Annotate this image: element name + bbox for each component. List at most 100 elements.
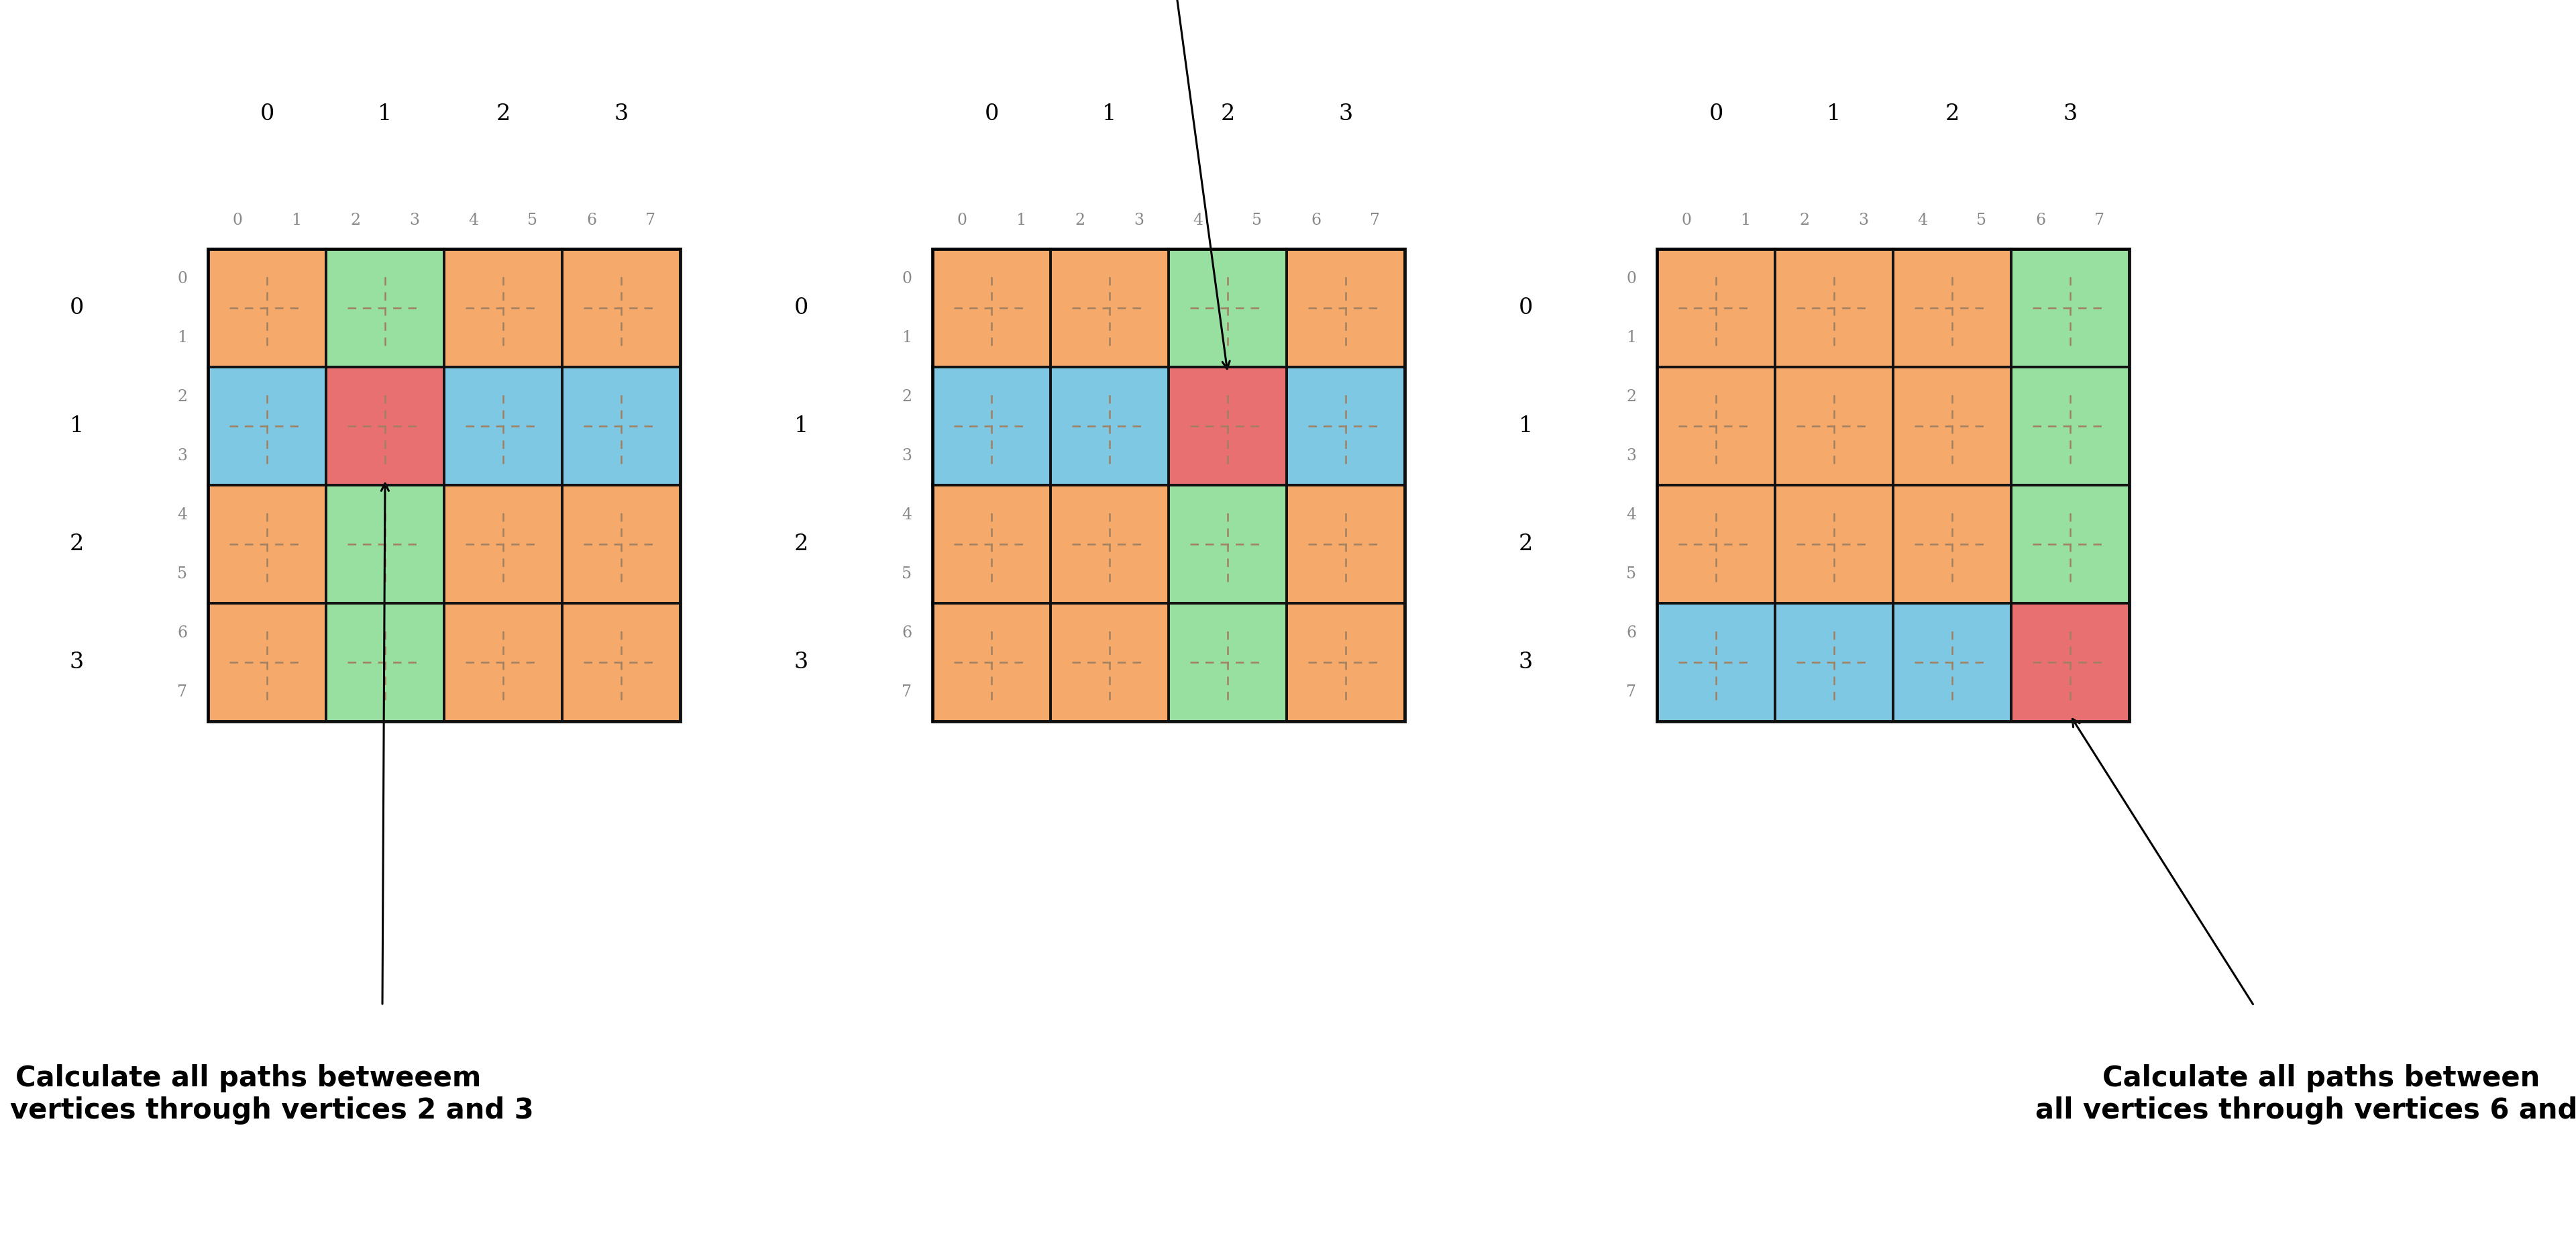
Bar xyxy=(1051,248,1170,368)
Bar xyxy=(1170,486,1285,604)
Bar xyxy=(327,248,443,368)
Bar xyxy=(1893,248,2012,368)
Text: 0: 0 xyxy=(260,103,273,125)
Text: 3: 3 xyxy=(1625,448,1636,463)
Bar xyxy=(562,248,680,368)
Text: Calculate all paths between
all vertices through vertices 6 and 7: Calculate all paths between all vertices… xyxy=(2035,1064,2576,1125)
Text: 2: 2 xyxy=(178,389,188,404)
Text: 5: 5 xyxy=(528,212,538,229)
Bar xyxy=(1656,368,1775,486)
Text: 4: 4 xyxy=(902,507,912,523)
Bar xyxy=(1285,604,1404,722)
Bar xyxy=(1656,248,2130,722)
Text: 3: 3 xyxy=(410,212,420,229)
Text: 2: 2 xyxy=(1625,389,1636,404)
Bar xyxy=(1656,486,1775,604)
Bar xyxy=(1285,248,1404,368)
Text: 1: 1 xyxy=(1015,212,1025,229)
Bar xyxy=(443,248,562,368)
Bar xyxy=(1051,486,1170,604)
Text: 7: 7 xyxy=(902,684,912,699)
Bar xyxy=(443,486,562,604)
Text: 7: 7 xyxy=(2094,212,2105,229)
Text: 5: 5 xyxy=(902,566,912,581)
Text: 2: 2 xyxy=(793,533,809,555)
Text: 2: 2 xyxy=(70,533,85,555)
Text: 2: 2 xyxy=(902,389,912,404)
Bar xyxy=(1170,368,1285,486)
Bar xyxy=(2012,604,2130,722)
Bar xyxy=(209,248,327,368)
Text: 3: 3 xyxy=(178,448,188,463)
Bar xyxy=(209,368,327,486)
Text: 0: 0 xyxy=(70,297,85,319)
Text: 6: 6 xyxy=(902,625,912,641)
Bar xyxy=(209,248,680,722)
Text: 1: 1 xyxy=(1826,103,1842,125)
Bar xyxy=(1775,248,1893,368)
Bar xyxy=(1285,486,1404,604)
Bar xyxy=(2012,486,2130,604)
Bar xyxy=(562,486,680,604)
Text: 5: 5 xyxy=(1252,212,1262,229)
Text: 7: 7 xyxy=(1625,684,1636,699)
Bar xyxy=(933,248,1404,722)
Text: 3: 3 xyxy=(793,652,809,673)
Text: 6: 6 xyxy=(587,212,598,229)
Bar xyxy=(933,248,1051,368)
Text: 6: 6 xyxy=(1625,625,1636,641)
Bar xyxy=(327,368,443,486)
Text: 1: 1 xyxy=(1520,415,1533,437)
Text: 0: 0 xyxy=(1708,103,1723,125)
Text: 3: 3 xyxy=(613,103,629,125)
Text: 1: 1 xyxy=(70,415,85,437)
Bar xyxy=(1051,368,1170,486)
Text: 2: 2 xyxy=(1520,533,1533,555)
Text: 6: 6 xyxy=(1311,212,1321,229)
Bar xyxy=(1656,604,1775,722)
Text: 3: 3 xyxy=(2063,103,2076,125)
Text: 4: 4 xyxy=(1193,212,1203,229)
Bar xyxy=(933,368,1051,486)
Text: 1: 1 xyxy=(1741,212,1752,229)
Text: 2: 2 xyxy=(1945,103,1960,125)
Text: 3: 3 xyxy=(1340,103,1352,125)
Text: 6: 6 xyxy=(178,625,188,641)
Text: 2: 2 xyxy=(1221,103,1234,125)
Bar xyxy=(2012,248,2130,368)
Bar xyxy=(1893,604,2012,722)
Bar xyxy=(1051,604,1170,722)
Text: 5: 5 xyxy=(1625,566,1636,581)
Bar xyxy=(1170,604,1285,722)
Bar xyxy=(443,368,562,486)
Text: 5: 5 xyxy=(1976,212,1986,229)
Text: 7: 7 xyxy=(1370,212,1381,229)
Text: 0: 0 xyxy=(984,103,999,125)
Text: 1: 1 xyxy=(291,212,301,229)
Bar xyxy=(1775,604,1893,722)
Text: 0: 0 xyxy=(902,271,912,286)
Text: 0: 0 xyxy=(1520,297,1533,319)
Text: 3: 3 xyxy=(70,652,85,673)
Bar xyxy=(1775,368,1893,486)
Text: 0: 0 xyxy=(1625,271,1636,286)
Text: 0: 0 xyxy=(1682,212,1692,229)
Text: 1: 1 xyxy=(379,103,392,125)
Text: 2: 2 xyxy=(497,103,510,125)
Text: 1: 1 xyxy=(1103,103,1115,125)
Text: 0: 0 xyxy=(956,212,966,229)
Text: 2: 2 xyxy=(350,212,361,229)
Bar xyxy=(1170,248,1285,368)
Bar xyxy=(562,604,680,722)
Bar xyxy=(2012,368,2130,486)
Bar xyxy=(562,368,680,486)
Bar xyxy=(209,486,327,604)
Text: 1: 1 xyxy=(178,330,188,345)
Text: 3: 3 xyxy=(1857,212,1868,229)
Text: 7: 7 xyxy=(647,212,657,229)
Bar xyxy=(933,604,1051,722)
Text: 4: 4 xyxy=(178,507,188,523)
Bar xyxy=(1775,486,1893,604)
Text: 1: 1 xyxy=(902,330,912,345)
Text: 0: 0 xyxy=(178,271,188,286)
